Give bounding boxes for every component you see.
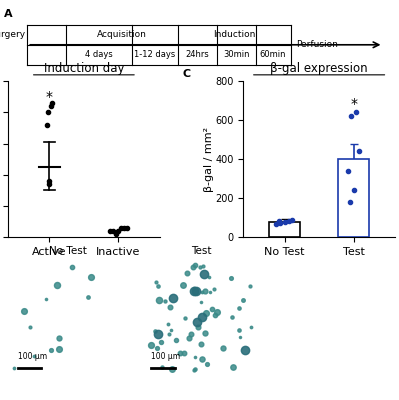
Text: *: *	[46, 90, 53, 104]
Text: 30min: 30min	[223, 50, 250, 59]
Text: C: C	[182, 68, 191, 78]
Text: β-gal expression: β-gal expression	[270, 62, 368, 75]
Text: Acquisition: Acquisition	[97, 30, 147, 39]
Text: IV surgery: IV surgery	[0, 30, 26, 39]
Text: 60min: 60min	[260, 50, 286, 59]
Bar	[269, 222, 300, 237]
Text: 24hrs: 24hrs	[186, 50, 209, 59]
Text: 1-12 days: 1-12 days	[134, 50, 176, 59]
Text: No Test: No Test	[49, 246, 87, 256]
Text: Induction day: Induction day	[43, 62, 124, 75]
Bar	[338, 159, 369, 237]
Text: 100 μm: 100 μm	[151, 352, 180, 361]
Text: Test: Test	[191, 246, 212, 256]
Y-axis label: β-gal / mm²: β-gal / mm²	[203, 126, 213, 192]
Text: *: *	[350, 97, 357, 111]
Text: A: A	[4, 9, 13, 19]
Text: Induction: Induction	[213, 30, 256, 39]
Text: 100 μm: 100 μm	[18, 352, 47, 361]
Text: 4 days: 4 days	[85, 50, 113, 59]
Text: Perfusion: Perfusion	[296, 40, 338, 49]
